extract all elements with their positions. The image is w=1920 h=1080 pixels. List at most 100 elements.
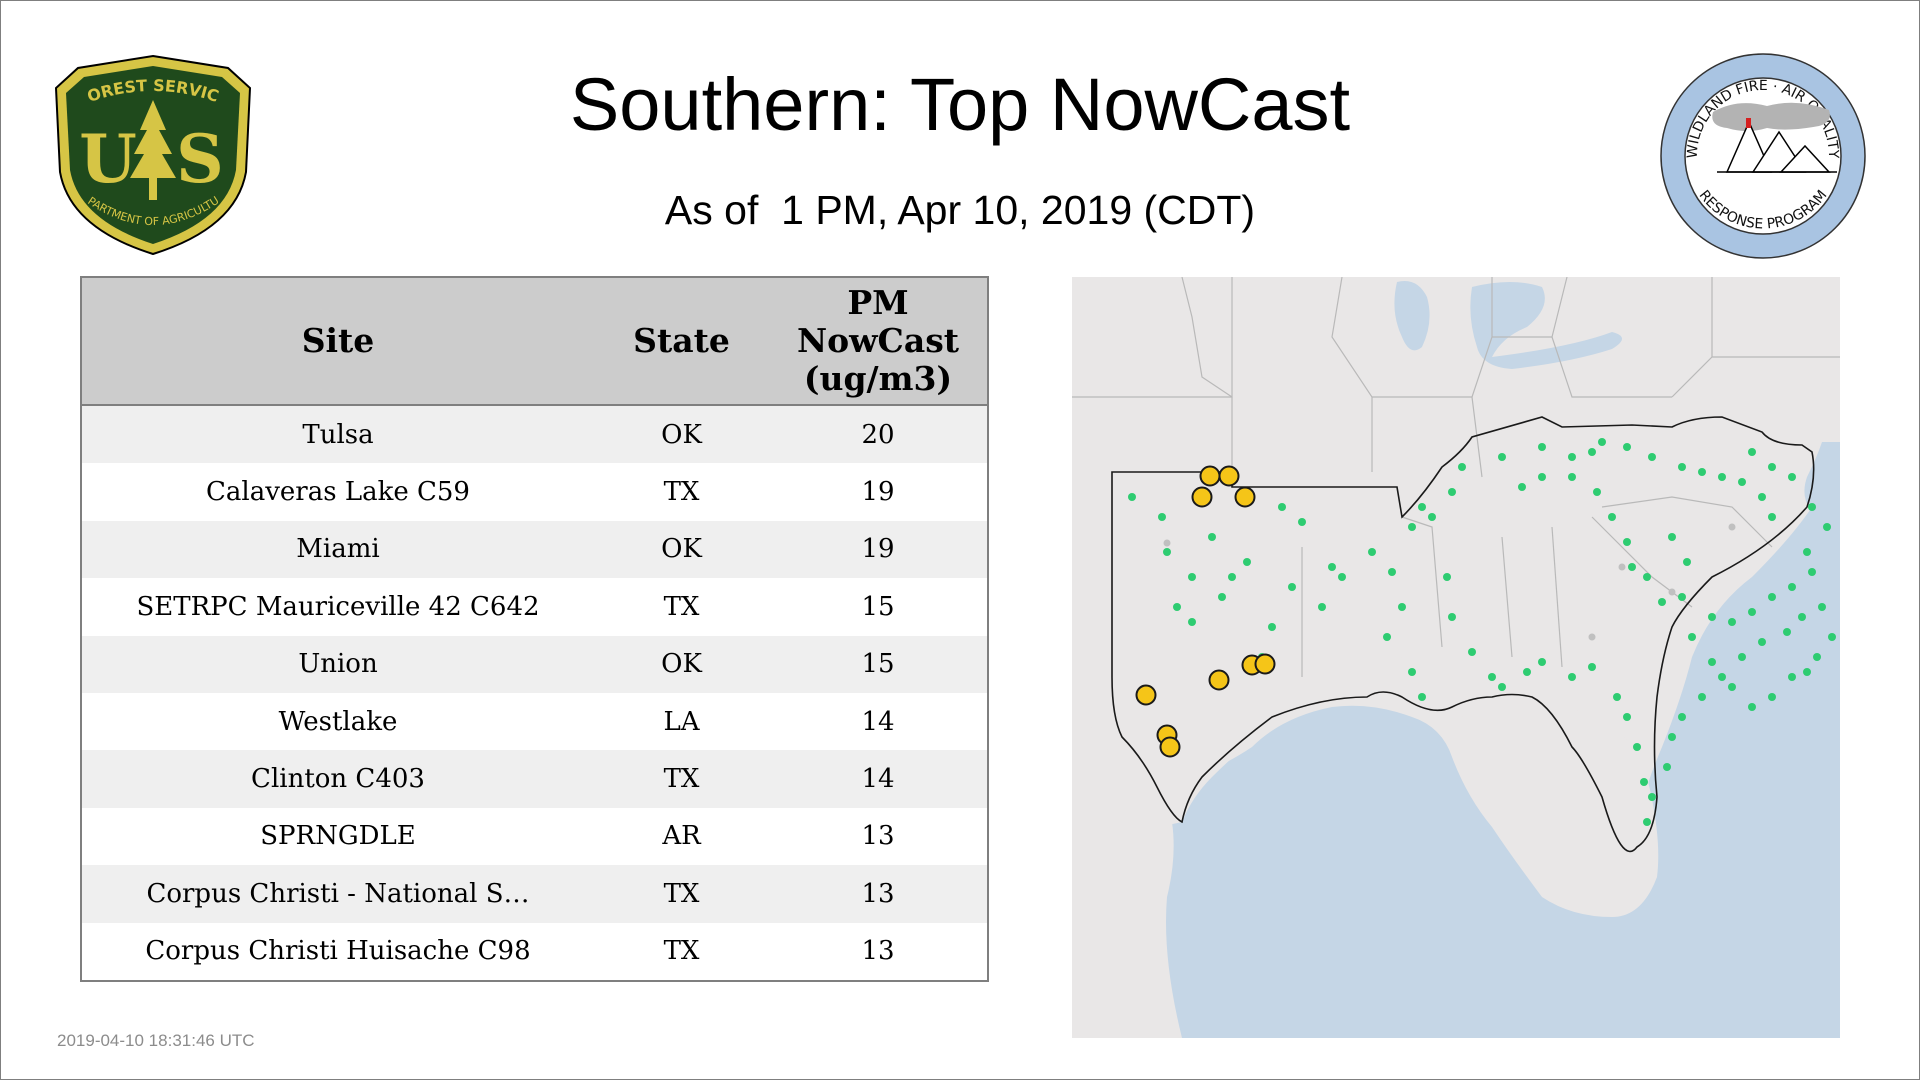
site-marker-good[interactable] [1678, 593, 1686, 601]
site-marker-good[interactable] [1188, 573, 1196, 581]
site-marker-good[interactable] [1628, 563, 1636, 571]
site-marker-good[interactable] [1173, 603, 1181, 611]
site-marker-good[interactable] [1708, 658, 1716, 666]
site-marker-good[interactable] [1428, 513, 1436, 521]
site-marker-good[interactable] [1633, 743, 1641, 751]
site-marker-good[interactable] [1188, 618, 1196, 626]
site-marker-good[interactable] [1318, 603, 1326, 611]
site-marker-good[interactable] [1328, 563, 1336, 571]
site-marker-good[interactable] [1748, 448, 1756, 456]
site-marker-moderate[interactable] [1254, 653, 1276, 675]
site-marker-moderate[interactable] [1234, 486, 1256, 508]
site-marker-good[interactable] [1648, 793, 1656, 801]
site-marker-good[interactable] [1813, 653, 1821, 661]
site-marker-good[interactable] [1228, 573, 1236, 581]
site-marker-good[interactable] [1443, 573, 1451, 581]
site-marker-good[interactable] [1268, 623, 1276, 631]
site-marker-good[interactable] [1678, 713, 1686, 721]
site-marker-good[interactable] [1623, 538, 1631, 546]
site-marker-good[interactable] [1388, 568, 1396, 576]
site-marker-good[interactable] [1768, 693, 1776, 701]
site-marker-good[interactable] [1808, 568, 1816, 576]
site-marker-good[interactable] [1278, 503, 1286, 511]
site-marker-good[interactable] [1803, 668, 1811, 676]
site-marker-good[interactable] [1383, 633, 1391, 641]
site-marker-good[interactable] [1623, 443, 1631, 451]
site-marker-nodata[interactable] [1618, 563, 1626, 571]
site-marker-good[interactable] [1738, 478, 1746, 486]
site-marker-good[interactable] [1468, 648, 1476, 656]
site-marker-good[interactable] [1568, 673, 1576, 681]
site-marker-good[interactable] [1163, 548, 1171, 556]
site-marker-good[interactable] [1568, 453, 1576, 461]
site-marker-good[interactable] [1623, 713, 1631, 721]
site-marker-good[interactable] [1758, 493, 1766, 501]
site-marker-moderate[interactable] [1135, 684, 1157, 706]
site-marker-good[interactable] [1158, 513, 1166, 521]
site-marker-good[interactable] [1643, 818, 1651, 826]
site-marker-good[interactable] [1538, 443, 1546, 451]
site-marker-good[interactable] [1698, 468, 1706, 476]
site-marker-good[interactable] [1768, 593, 1776, 601]
site-marker-good[interactable] [1488, 673, 1496, 681]
site-marker-moderate[interactable] [1159, 736, 1181, 758]
site-marker-good[interactable] [1568, 473, 1576, 481]
site-marker-good[interactable] [1608, 513, 1616, 521]
site-marker-good[interactable] [1208, 533, 1216, 541]
site-marker-good[interactable] [1408, 523, 1416, 531]
site-marker-good[interactable] [1758, 638, 1766, 646]
site-marker-nodata[interactable] [1163, 539, 1171, 547]
site-marker-good[interactable] [1683, 558, 1691, 566]
site-marker-moderate[interactable] [1199, 465, 1221, 487]
site-marker-good[interactable] [1783, 628, 1791, 636]
site-marker-good[interactable] [1368, 548, 1376, 556]
site-marker-moderate[interactable] [1218, 465, 1240, 487]
site-marker-good[interactable] [1748, 608, 1756, 616]
site-marker-good[interactable] [1718, 473, 1726, 481]
site-marker-good[interactable] [1128, 493, 1136, 501]
site-marker-good[interactable] [1658, 598, 1666, 606]
site-marker-good[interactable] [1288, 583, 1296, 591]
site-marker-good[interactable] [1243, 558, 1251, 566]
site-marker-nodata[interactable] [1588, 633, 1596, 641]
site-marker-good[interactable] [1398, 603, 1406, 611]
site-marker-moderate[interactable] [1208, 669, 1230, 691]
site-marker-good[interactable] [1538, 473, 1546, 481]
site-marker-good[interactable] [1768, 463, 1776, 471]
site-marker-good[interactable] [1418, 503, 1426, 511]
site-marker-good[interactable] [1718, 673, 1726, 681]
site-marker-good[interactable] [1803, 548, 1811, 556]
site-marker-good[interactable] [1640, 778, 1648, 786]
site-marker-good[interactable] [1408, 668, 1416, 676]
site-marker-good[interactable] [1728, 683, 1736, 691]
site-marker-good[interactable] [1448, 613, 1456, 621]
site-marker-good[interactable] [1808, 503, 1816, 511]
site-marker-nodata[interactable] [1668, 588, 1676, 596]
site-marker-good[interactable] [1738, 653, 1746, 661]
site-marker-good[interactable] [1668, 533, 1676, 541]
site-marker-good[interactable] [1523, 668, 1531, 676]
site-marker-good[interactable] [1598, 438, 1606, 446]
site-marker-good[interactable] [1828, 633, 1836, 641]
site-marker-good[interactable] [1728, 618, 1736, 626]
site-marker-good[interactable] [1788, 583, 1796, 591]
site-marker-good[interactable] [1593, 488, 1601, 496]
site-marker-good[interactable] [1823, 523, 1831, 531]
site-marker-good[interactable] [1218, 593, 1226, 601]
site-marker-good[interactable] [1708, 613, 1716, 621]
site-marker-good[interactable] [1448, 488, 1456, 496]
site-marker-good[interactable] [1498, 453, 1506, 461]
site-marker-good[interactable] [1668, 733, 1676, 741]
monitor-map[interactable] [1072, 277, 1840, 1038]
site-marker-good[interactable] [1643, 573, 1651, 581]
site-marker-good[interactable] [1788, 673, 1796, 681]
site-marker-good[interactable] [1788, 473, 1796, 481]
site-marker-good[interactable] [1613, 693, 1621, 701]
site-marker-good[interactable] [1698, 693, 1706, 701]
site-marker-good[interactable] [1768, 513, 1776, 521]
site-marker-good[interactable] [1588, 448, 1596, 456]
site-marker-good[interactable] [1688, 633, 1696, 641]
site-marker-good[interactable] [1678, 463, 1686, 471]
site-marker-good[interactable] [1798, 613, 1806, 621]
site-marker-good[interactable] [1748, 703, 1756, 711]
